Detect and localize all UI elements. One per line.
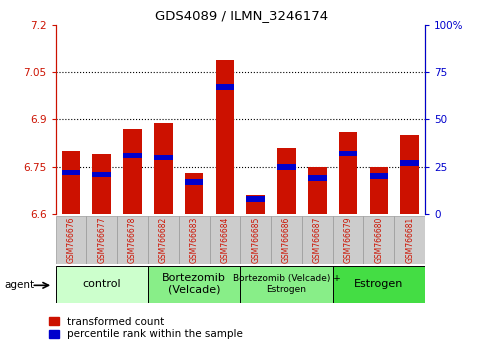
Text: Bortezomib
(Velcade): Bortezomib (Velcade) [162,273,226,295]
Bar [154,122,172,214]
Bar [308,167,327,214]
Bar [369,167,388,214]
Bar [240,266,333,303]
Bar [215,85,234,90]
Bar [185,173,203,214]
Bar [364,216,394,264]
Bar [117,216,148,264]
Bar [333,216,364,264]
Bar [185,179,203,185]
Bar [339,151,357,156]
Bar [86,216,117,264]
Bar [369,173,388,179]
Bar [92,154,111,214]
Legend: transformed count, percentile rank within the sample: transformed count, percentile rank withi… [49,317,243,339]
Text: GSM766680: GSM766680 [374,217,384,263]
Bar [394,216,425,264]
Bar [148,266,241,303]
Text: Bortezomib (Velcade) +
Estrogen: Bortezomib (Velcade) + Estrogen [233,274,341,294]
Bar [92,172,111,177]
Bar [123,129,142,214]
Bar [246,195,265,214]
Bar [246,196,265,202]
Bar [62,170,80,175]
Bar [271,216,302,264]
Text: GSM766678: GSM766678 [128,217,137,263]
Text: GDS4089 / ILMN_3246174: GDS4089 / ILMN_3246174 [155,9,328,22]
Text: GSM766683: GSM766683 [190,217,199,263]
Bar [277,148,296,214]
Bar [339,132,357,214]
Bar [277,164,296,170]
Bar [308,175,327,181]
Bar [240,216,271,264]
Text: GSM766679: GSM766679 [343,217,353,263]
Bar [210,216,240,264]
Text: GSM766681: GSM766681 [405,217,414,263]
Text: GSM766687: GSM766687 [313,217,322,263]
Bar [215,59,234,214]
Text: GSM766684: GSM766684 [220,217,229,263]
Text: GSM766682: GSM766682 [159,217,168,263]
Bar [56,266,148,303]
Bar [400,160,419,166]
Bar [123,153,142,158]
Text: control: control [83,279,121,289]
Text: GSM766677: GSM766677 [97,217,106,263]
Bar [302,216,333,264]
Bar [62,151,80,214]
Text: GSM766685: GSM766685 [251,217,260,263]
Text: GSM766686: GSM766686 [282,217,291,263]
Bar [179,216,210,264]
Text: Estrogen: Estrogen [354,279,403,289]
Bar [56,216,86,264]
Text: agent: agent [5,280,35,290]
Bar [333,266,425,303]
Text: GSM766676: GSM766676 [67,217,75,263]
Bar [400,135,419,214]
Bar [148,216,179,264]
Bar [154,154,172,160]
